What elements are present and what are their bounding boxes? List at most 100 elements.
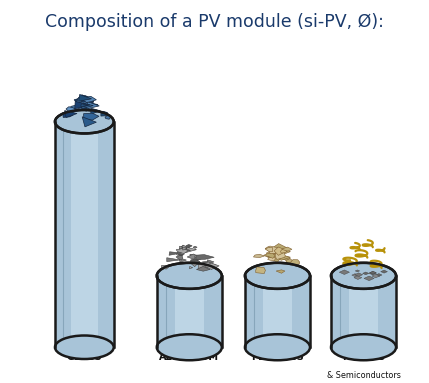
Polygon shape <box>178 254 183 256</box>
Polygon shape <box>208 260 214 264</box>
Polygon shape <box>187 254 198 259</box>
Polygon shape <box>181 248 190 252</box>
Polygon shape <box>268 256 275 261</box>
Polygon shape <box>76 98 89 103</box>
Polygon shape <box>82 117 97 127</box>
Ellipse shape <box>55 110 114 133</box>
Polygon shape <box>202 262 208 264</box>
Polygon shape <box>196 266 210 271</box>
Polygon shape <box>381 270 387 273</box>
Polygon shape <box>275 252 285 259</box>
Polygon shape <box>190 254 196 257</box>
Polygon shape <box>79 98 94 106</box>
Polygon shape <box>90 103 98 106</box>
Polygon shape <box>198 262 216 268</box>
Polygon shape <box>190 259 200 264</box>
Polygon shape <box>161 265 169 269</box>
Polygon shape <box>76 95 89 105</box>
Polygon shape <box>281 250 287 253</box>
Polygon shape <box>55 122 114 347</box>
Polygon shape <box>79 95 91 101</box>
Polygon shape <box>76 100 91 111</box>
Polygon shape <box>70 105 76 110</box>
Polygon shape <box>289 260 300 265</box>
Polygon shape <box>269 251 279 255</box>
Polygon shape <box>186 247 190 249</box>
Polygon shape <box>176 255 183 260</box>
Polygon shape <box>190 267 193 269</box>
Polygon shape <box>191 262 198 267</box>
Polygon shape <box>352 274 358 277</box>
Polygon shape <box>176 249 188 254</box>
Ellipse shape <box>331 263 396 289</box>
Polygon shape <box>167 258 180 262</box>
Ellipse shape <box>55 336 114 359</box>
Polygon shape <box>266 250 279 258</box>
Polygon shape <box>364 276 374 281</box>
Ellipse shape <box>331 334 396 360</box>
Ellipse shape <box>157 334 222 360</box>
Polygon shape <box>278 249 290 254</box>
Polygon shape <box>271 244 289 254</box>
Ellipse shape <box>157 263 222 289</box>
Polygon shape <box>196 255 214 260</box>
Polygon shape <box>81 104 88 106</box>
Polygon shape <box>176 250 184 257</box>
Polygon shape <box>245 276 310 347</box>
Polygon shape <box>369 272 377 275</box>
Polygon shape <box>179 246 183 249</box>
Polygon shape <box>339 270 350 275</box>
Polygon shape <box>79 102 90 108</box>
Text: GLASS: GLASS <box>66 352 102 362</box>
Polygon shape <box>370 271 376 274</box>
Polygon shape <box>63 112 73 118</box>
Polygon shape <box>269 247 275 250</box>
Polygon shape <box>204 263 219 270</box>
Polygon shape <box>256 267 266 273</box>
Polygon shape <box>86 102 99 109</box>
Polygon shape <box>84 113 99 120</box>
Polygon shape <box>82 96 97 102</box>
Polygon shape <box>101 113 107 116</box>
Polygon shape <box>85 103 93 107</box>
Polygon shape <box>71 122 97 347</box>
Polygon shape <box>286 259 292 263</box>
Polygon shape <box>276 270 285 273</box>
Polygon shape <box>331 276 396 347</box>
Polygon shape <box>355 270 360 272</box>
Polygon shape <box>175 276 204 347</box>
Polygon shape <box>273 255 290 260</box>
Polygon shape <box>75 101 90 109</box>
Polygon shape <box>265 247 273 251</box>
Ellipse shape <box>245 263 310 289</box>
Polygon shape <box>80 103 94 109</box>
Polygon shape <box>372 274 380 278</box>
Polygon shape <box>80 99 85 102</box>
Polygon shape <box>85 102 93 109</box>
Polygon shape <box>180 246 187 249</box>
Polygon shape <box>79 96 91 101</box>
Polygon shape <box>193 246 197 249</box>
Polygon shape <box>157 276 222 347</box>
Polygon shape <box>91 108 100 115</box>
Polygon shape <box>74 97 89 103</box>
Polygon shape <box>103 111 108 114</box>
Polygon shape <box>81 98 89 102</box>
Polygon shape <box>269 246 279 254</box>
Polygon shape <box>66 107 76 111</box>
Text: & Semiconductors: & Semiconductors <box>326 371 401 380</box>
Polygon shape <box>197 256 204 260</box>
Polygon shape <box>76 98 94 106</box>
Polygon shape <box>349 276 378 347</box>
Polygon shape <box>267 253 282 262</box>
Polygon shape <box>79 95 90 100</box>
Polygon shape <box>78 98 93 103</box>
Polygon shape <box>79 97 91 103</box>
Polygon shape <box>180 245 187 252</box>
Polygon shape <box>79 104 90 109</box>
Polygon shape <box>270 253 281 259</box>
Polygon shape <box>354 276 362 280</box>
Polygon shape <box>274 247 287 255</box>
Text: METALS: METALS <box>342 352 385 362</box>
Polygon shape <box>169 252 181 255</box>
